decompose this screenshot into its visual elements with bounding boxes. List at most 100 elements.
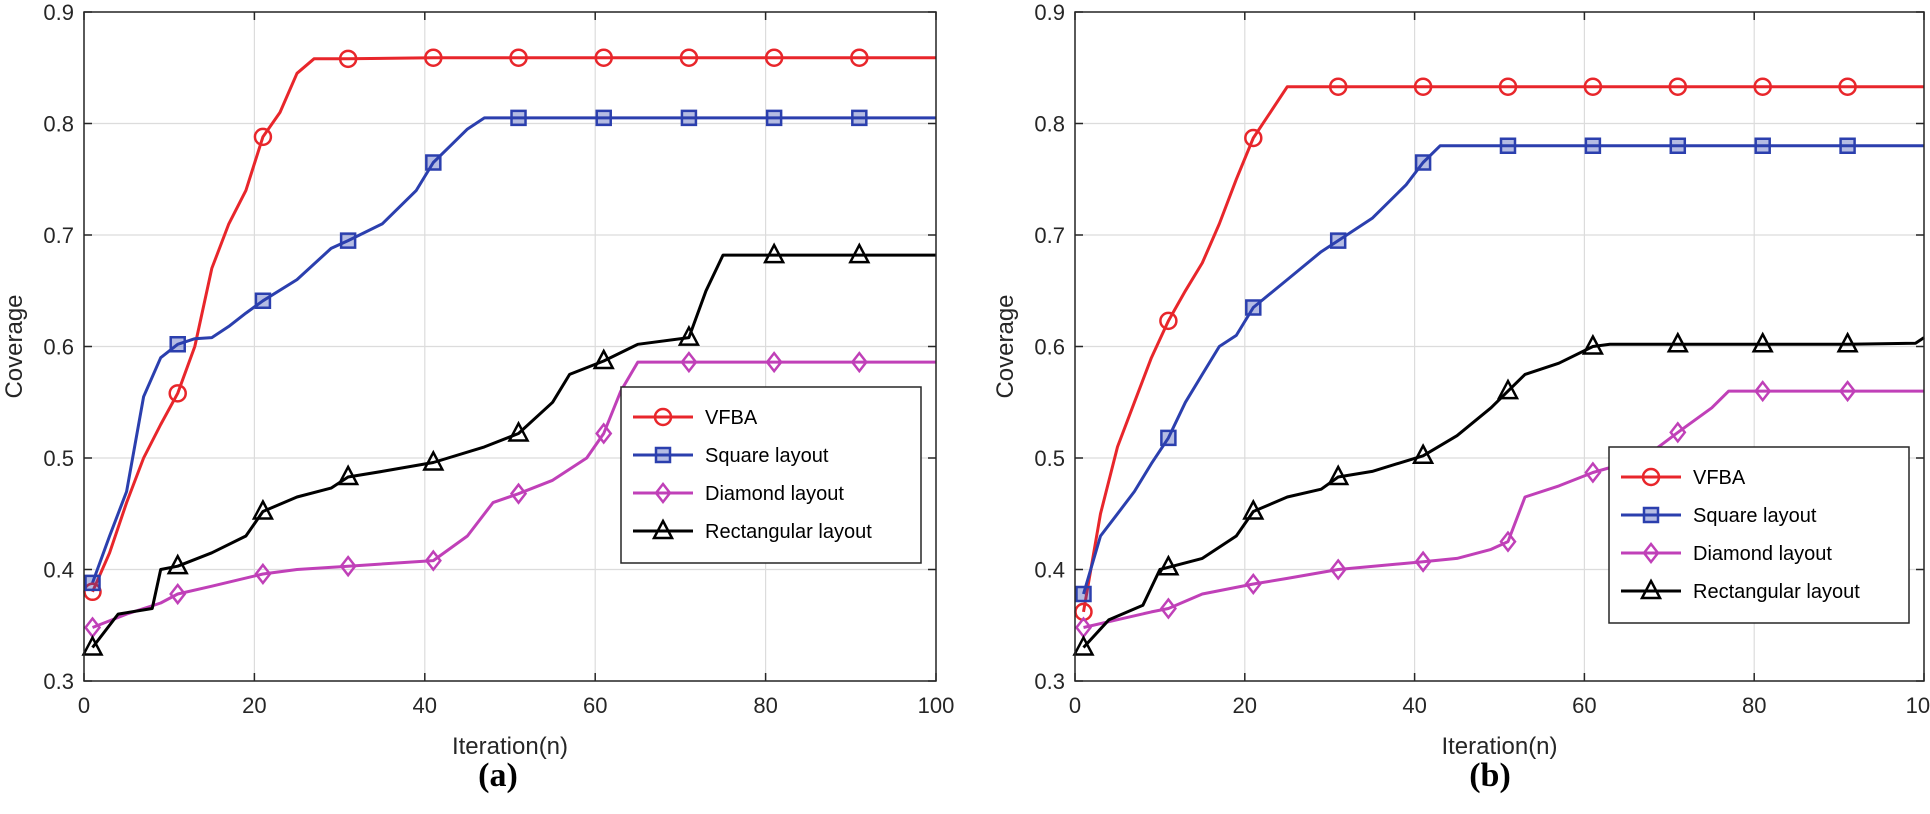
legend-label-2: Diamond layout <box>1693 543 1832 565</box>
x-tick-label: 100 <box>918 693 955 718</box>
legend-label-0: VFBA <box>1693 467 1746 489</box>
y-tick-label: 0.9 <box>1034 0 1065 25</box>
x-tick-label: 100 <box>1906 693 1930 718</box>
series-marker-1 <box>1839 137 1856 155</box>
series-marker-0 <box>679 48 699 67</box>
series-marker-0 <box>1838 77 1857 96</box>
y-tick-label: 0.8 <box>43 112 74 137</box>
series-marker-2 <box>1754 380 1772 403</box>
series-marker-3 <box>422 449 445 471</box>
x-tick-label: 60 <box>583 693 607 718</box>
series-marker-0 <box>594 48 613 67</box>
y-tick-label: 0.5 <box>43 446 74 471</box>
x-tick-label: 60 <box>1572 693 1596 718</box>
panel-caption: (b) <box>1469 757 1511 794</box>
x-tick-label: 80 <box>753 693 777 718</box>
series-marker-0 <box>253 127 273 147</box>
legend-label-2: Diamond layout <box>705 483 844 505</box>
series-marker-3 <box>1157 554 1180 576</box>
legend-marker-0 <box>653 407 673 427</box>
series-marker-2 <box>1584 461 1602 484</box>
legend-marker-3 <box>651 518 675 540</box>
series-marker-2 <box>850 351 868 374</box>
series-marker-1 <box>1075 585 1092 603</box>
legend-label-3: Rectangular layout <box>705 521 872 543</box>
series-marker-0 <box>1668 77 1688 96</box>
series-marker-2 <box>1159 597 1177 620</box>
y-tick-label: 0.9 <box>43 0 74 25</box>
series-marker-2 <box>254 562 272 585</box>
series-marker-1 <box>851 109 868 127</box>
x-tick-label: 20 <box>1233 693 1257 718</box>
series-marker-3 <box>251 498 274 520</box>
series-marker-0 <box>850 48 869 67</box>
y-tick-label: 0.6 <box>43 335 74 360</box>
y-axis-label: Coverage <box>1 294 28 398</box>
chart-panel-a: 0 20 40 60 80 100 0.3 0.4 0.5 0.6 0.7 0.8 0.9 Iterati… <box>1 0 954 794</box>
series-marker-2 <box>1839 380 1857 403</box>
y-tick-label: 0.4 <box>43 558 74 583</box>
series-marker-1 <box>765 109 783 127</box>
series-marker-1 <box>1499 137 1517 155</box>
series-marker-3 <box>1072 634 1095 656</box>
legend-marker-2 <box>1642 541 1660 565</box>
series-marker-0 <box>1753 77 1772 96</box>
series-marker-3 <box>592 348 615 370</box>
series-marker-2 <box>1414 550 1432 573</box>
series-marker-2 <box>424 549 442 572</box>
y-tick-label: 0.5 <box>1034 446 1065 471</box>
legend: VFBA Square layout Diamond layout Rectangul… <box>620 386 922 564</box>
series-marker-0 <box>338 49 358 69</box>
y-tick-label: 0.4 <box>1034 558 1065 583</box>
series-marker-0 <box>1244 128 1263 148</box>
series-marker-2 <box>765 351 783 374</box>
series-marker-3 <box>1581 333 1604 355</box>
series-marker-2 <box>169 582 187 606</box>
y-tick-label: 0.7 <box>43 223 74 248</box>
y-tick-label: 0.3 <box>43 669 74 694</box>
series-marker-2 <box>1244 572 1262 596</box>
x-tick-label: 0 <box>78 693 90 718</box>
chart-panel-b: 0 20 40 60 80 100 0.3 0.4 0.5 0.6 0.7 0.8 0.9 Iterati… <box>992 0 1930 794</box>
series-marker-2 <box>680 351 698 374</box>
series-marker-3 <box>1751 331 1774 353</box>
series-marker-0 <box>1328 77 1348 96</box>
y-tick-label: 0.7 <box>1034 223 1065 248</box>
x-axis-label: Iteration(n) <box>452 733 568 760</box>
x-tick-label: 20 <box>242 693 266 718</box>
legend-marker-2 <box>654 481 672 505</box>
series-line-2 <box>91 360 936 629</box>
series-marker-0 <box>764 48 784 67</box>
series-marker-1 <box>1329 232 1347 249</box>
legend-marker-1 <box>1642 506 1660 524</box>
series-marker-3 <box>1242 498 1265 520</box>
x-tick-label: 0 <box>1069 693 1081 718</box>
series-marker-1 <box>339 232 357 249</box>
series-line-3 <box>1082 336 1925 649</box>
series-marker-1 <box>1245 299 1262 316</box>
legend-marker-1 <box>654 446 672 464</box>
series-marker-1 <box>1584 137 1602 155</box>
series-marker-1 <box>169 336 186 353</box>
series-marker-0 <box>1159 311 1178 331</box>
series-marker-1 <box>1160 429 1177 447</box>
series-marker-2 <box>509 482 528 505</box>
x-tick-label: 40 <box>1402 693 1426 718</box>
y-tick-label: 0.3 <box>1034 669 1065 694</box>
series-marker-2 <box>1669 421 1687 444</box>
series-marker-3 <box>1666 331 1689 353</box>
series-marker-3 <box>763 242 786 264</box>
series-marker-0 <box>168 384 187 403</box>
panel-caption: (a) <box>478 757 518 794</box>
series-marker-1 <box>425 154 442 171</box>
series-marker-3 <box>848 242 871 264</box>
y-axis-label: Coverage <box>992 294 1019 398</box>
series-marker-1 <box>595 109 612 127</box>
legend-marker-0 <box>1641 467 1661 487</box>
series-marker-2 <box>339 555 357 578</box>
x-axis-label: Iteration(n) <box>1441 733 1557 760</box>
y-tick-label: 0.8 <box>1034 112 1065 137</box>
series-marker-3 <box>507 420 530 442</box>
series-marker-3 <box>1412 443 1435 465</box>
legend-label-1: Square layout <box>1693 505 1817 527</box>
